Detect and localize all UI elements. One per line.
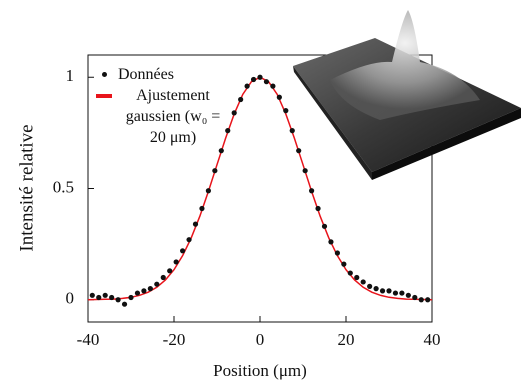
data-point [334,250,340,256]
data-point [250,76,257,83]
data-point [102,292,108,298]
y-tick-label: 1 [66,66,75,85]
data-point [147,286,153,292]
data-point [180,248,186,254]
data-point [425,297,431,303]
data-point [405,292,411,298]
x-tick-label: -40 [77,330,100,349]
legend-label: Ajustement gaussien (w₀ = 20 μm) [125,87,221,146]
data-point [186,237,192,243]
y-axis-label: Intensité relative [16,124,37,251]
data-point [289,128,295,134]
data-point [115,297,121,303]
inset-peak [330,10,480,120]
inset-edge [372,108,521,180]
data-point [386,288,392,294]
data-point [412,294,418,301]
data-point [225,128,231,134]
data-point [96,294,102,301]
legend-entry: Ajustement gaussien (w₀ = 20 μm) [96,85,246,148]
data-point [309,188,315,194]
data-point [141,288,147,294]
data-point [354,274,360,281]
data-point [367,283,373,289]
data-point [121,301,128,307]
data-point [263,79,270,85]
legend-label: Données [118,66,174,83]
data-point [205,188,211,194]
data-point [89,292,95,298]
inset-3d-image [293,10,521,180]
data-point [167,268,173,274]
data-point [218,148,224,154]
data-point [347,270,353,276]
data-point [328,239,334,245]
data-point [315,205,321,212]
data-point [244,83,250,89]
data-point [128,294,134,301]
data-point [257,74,263,80]
x-tick-label: 0 [256,330,265,349]
data-point [199,205,205,212]
x-tick-label: 40 [424,330,441,349]
data-point [192,221,199,227]
y-tick-label: 0 [66,289,75,308]
data-point [173,259,179,265]
data-point [270,83,276,89]
data-point [360,279,366,285]
data-point [302,168,308,174]
data-point [321,223,328,229]
legend-entry: Données [96,64,246,85]
legend: Données Ajustement gaussien (w₀ = 20 μm) [96,64,246,148]
data-point [373,286,379,292]
data-point [341,261,347,267]
x-tick-label: -20 [163,330,186,349]
data-point [109,294,115,301]
legend-symbol [102,72,107,77]
data-point [399,290,405,296]
data-point [418,297,424,303]
legend-symbol [96,94,112,98]
data-point [160,274,166,281]
data-point [379,288,386,294]
data-point [392,290,399,296]
x-axis-label: Position (μm) [213,361,307,380]
data-point [154,281,160,287]
data-point [283,108,289,114]
data-point [134,290,141,296]
data-point [212,168,218,174]
inset-edge [293,66,372,180]
data-point [238,96,244,103]
data-point [231,110,237,116]
data-point [296,148,302,154]
y-tick-label: 0.5 [53,177,74,196]
x-tick-label: 20 [338,330,355,349]
data-point [276,94,282,100]
